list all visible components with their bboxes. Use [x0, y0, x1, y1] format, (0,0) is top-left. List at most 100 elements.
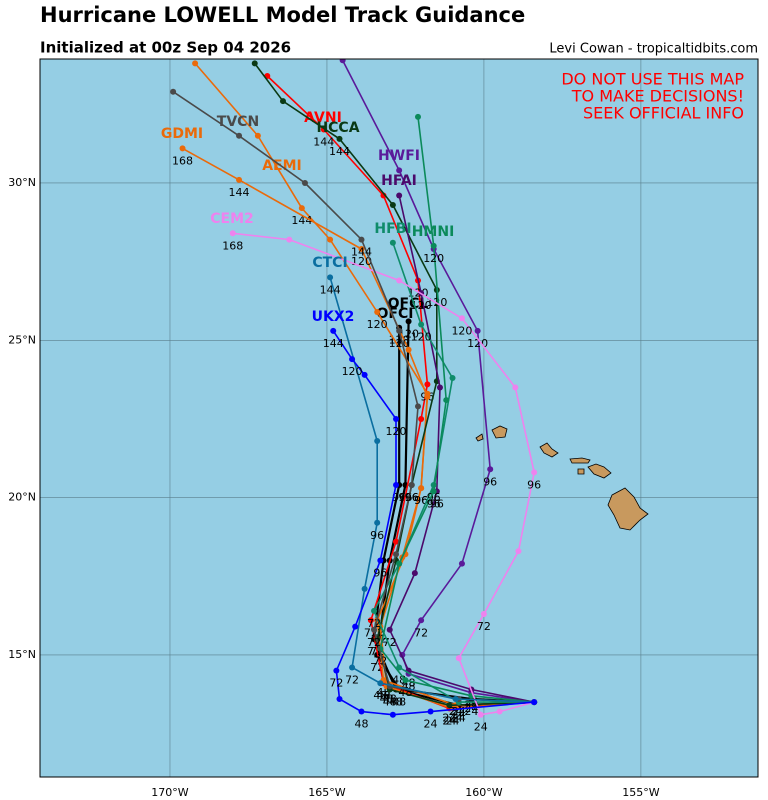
track-point — [424, 381, 431, 388]
track-point — [330, 327, 337, 334]
track-point — [229, 230, 236, 237]
track-point — [327, 236, 334, 243]
track-point — [436, 384, 443, 391]
track-point — [405, 346, 412, 353]
track-point — [361, 371, 368, 378]
track-point — [402, 677, 409, 684]
track-point — [251, 60, 258, 67]
model-label: HMNI — [412, 224, 455, 240]
forecast-hour: 72 — [345, 674, 359, 687]
forecast-hour: 72 — [414, 626, 428, 639]
track-point — [389, 711, 396, 718]
forecast-hour: 72 — [329, 677, 343, 690]
forecast-hour: 24 — [449, 705, 463, 718]
subtitle: Initialized at 00z Sep 04 2026 — [40, 39, 291, 57]
lon-tick-label: 170°W — [151, 786, 188, 799]
track-point — [455, 655, 462, 662]
forecast-hour: 168 — [172, 154, 193, 167]
track-point — [531, 469, 538, 476]
forecast-hour: 96 — [392, 491, 406, 504]
island — [539, 442, 559, 458]
track-point — [408, 482, 415, 489]
forecast-hour: 96 — [370, 529, 384, 542]
track-point — [374, 308, 381, 315]
lat-tick-label: 25°N — [8, 333, 36, 346]
island — [607, 487, 649, 531]
track-point — [424, 393, 431, 400]
forecast-hour: 48 — [373, 689, 387, 702]
forecast-hour: 120 — [411, 331, 432, 344]
title: Hurricane LOWELL Model Track Guidance — [40, 3, 525, 27]
track-point — [396, 277, 403, 284]
lon-tick-label: 155°W — [622, 786, 659, 799]
lon-tick-label: 165°W — [308, 786, 345, 799]
track-point — [396, 560, 403, 567]
tracks: 24487296120OFCL24487296120OFCI2448729612… — [161, 59, 541, 734]
forecast-hour: 120 — [389, 334, 410, 347]
track-point — [396, 192, 403, 199]
islands — [475, 425, 649, 531]
track-point — [418, 415, 425, 422]
track-point — [446, 702, 453, 709]
track-point — [487, 466, 494, 473]
lat-tick-label: 15°N — [8, 648, 36, 661]
forecast-hour: 24 — [442, 714, 456, 727]
island — [491, 425, 508, 439]
track-point — [192, 60, 199, 67]
track-point — [377, 557, 384, 564]
forecast-hour: 120 — [389, 337, 410, 350]
forecast-hour: 96 — [483, 475, 497, 488]
forecast-hour: 144 — [329, 145, 350, 158]
warning: DO NOT USE THIS MAP TO MAKE DECISIONS! S… — [561, 70, 744, 123]
track-point — [443, 397, 450, 404]
track-point — [352, 623, 359, 630]
track-point — [512, 384, 519, 391]
track-point — [327, 274, 334, 281]
forecast-hour: 24 — [442, 711, 456, 724]
track-point — [393, 482, 400, 489]
track-point — [170, 88, 177, 95]
track-point — [480, 611, 487, 618]
track-point — [236, 176, 243, 183]
forecast-hour: 48 — [354, 718, 368, 731]
track-point — [411, 570, 418, 577]
forecast-hour: 144 — [351, 246, 372, 259]
track-point — [333, 667, 340, 674]
track-point — [377, 680, 384, 687]
track-point — [458, 560, 465, 567]
forecast-hour: 168 — [222, 239, 243, 252]
model-label: HWFI — [378, 148, 420, 164]
track-point — [374, 437, 381, 444]
track-line — [172, 91, 535, 703]
track-line — [254, 62, 535, 707]
track-point — [361, 585, 368, 592]
track-point — [474, 327, 481, 334]
track-point — [389, 239, 396, 246]
forecast-hour: 48 — [392, 696, 406, 709]
forecast-hour: 48 — [389, 696, 403, 709]
track-point — [393, 551, 400, 558]
forecast-hour: 96 — [427, 491, 441, 504]
warning-line: TO MAKE DECISIONS! — [571, 87, 744, 106]
track-point — [301, 179, 308, 186]
track-point — [418, 617, 425, 624]
track-point — [449, 375, 456, 382]
track-point — [418, 485, 425, 492]
forecast-hour: 144 — [320, 283, 341, 296]
track-point — [386, 626, 393, 633]
track-point — [414, 403, 421, 410]
model-label: OFCL — [388, 296, 429, 312]
track-point — [393, 415, 400, 422]
forecast-hour: 72 — [373, 655, 387, 668]
track-line — [232, 232, 536, 716]
forecast-hour: 120 — [423, 252, 444, 265]
map-frame — [39, 58, 759, 778]
track-point — [367, 617, 374, 624]
forecast-hour: 48 — [376, 689, 390, 702]
island — [569, 457, 591, 464]
lat-tick-label: 30°N — [8, 176, 36, 189]
credit: Levi Cowan - tropicaltidbits.com — [549, 42, 758, 57]
track-point — [430, 488, 437, 495]
island — [577, 468, 585, 475]
